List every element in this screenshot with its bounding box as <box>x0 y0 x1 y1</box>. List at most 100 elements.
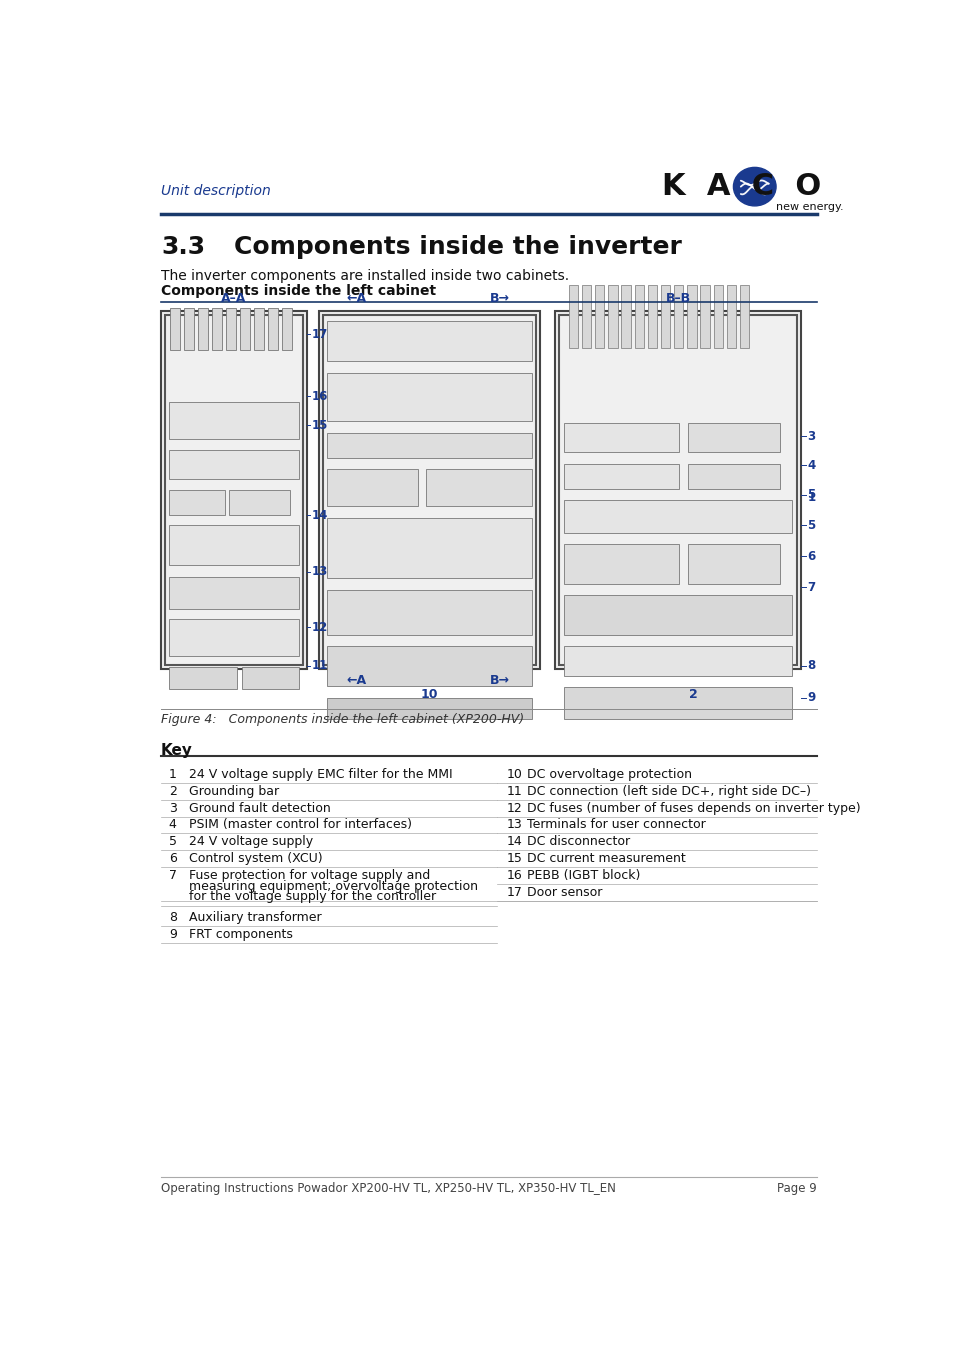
Text: 5: 5 <box>806 489 815 501</box>
Bar <box>581 285 591 348</box>
Bar <box>726 285 736 348</box>
Bar <box>687 423 779 452</box>
Bar <box>660 285 670 348</box>
Text: DC current measurement: DC current measurement <box>526 852 685 865</box>
Bar <box>687 464 779 489</box>
Text: Grounding bar: Grounding bar <box>189 784 279 798</box>
Bar <box>327 590 532 634</box>
Text: 5: 5 <box>806 518 815 532</box>
Text: 8: 8 <box>806 659 815 672</box>
Bar <box>268 308 278 350</box>
Bar <box>240 308 250 350</box>
Ellipse shape <box>733 167 775 207</box>
Text: 15: 15 <box>506 852 522 865</box>
Text: 17: 17 <box>506 886 522 899</box>
Bar <box>169 667 236 688</box>
Text: Page 9: Page 9 <box>776 1181 816 1195</box>
Text: Fuse protection for voltage supply and: Fuse protection for voltage supply and <box>189 869 430 882</box>
Bar <box>563 464 679 489</box>
Bar <box>740 285 748 348</box>
Text: 11: 11 <box>311 659 328 672</box>
Bar <box>169 490 224 514</box>
Text: 3: 3 <box>169 802 176 814</box>
Text: 10: 10 <box>420 688 437 701</box>
Bar <box>687 544 779 585</box>
Text: 1: 1 <box>169 768 176 780</box>
Bar <box>647 285 657 348</box>
Text: 3: 3 <box>806 429 815 443</box>
Bar <box>319 312 539 668</box>
Bar <box>282 308 292 350</box>
Bar <box>169 450 298 479</box>
Bar <box>686 285 696 348</box>
Bar <box>327 470 418 506</box>
Text: 1: 1 <box>806 491 815 504</box>
Bar <box>563 500 791 533</box>
Text: 6: 6 <box>169 852 176 865</box>
Text: DC fuses (number of fuses depends on inverter type): DC fuses (number of fuses depends on inv… <box>526 802 860 814</box>
Text: 13: 13 <box>506 818 522 832</box>
Text: Unit description: Unit description <box>161 184 271 198</box>
Text: 11: 11 <box>506 784 522 798</box>
Text: FRT components: FRT components <box>189 927 293 941</box>
Text: for the voltage supply for the controller: for the voltage supply for the controlle… <box>189 891 436 903</box>
Text: Ground fault detection: Ground fault detection <box>189 802 331 814</box>
Text: 3.3: 3.3 <box>161 235 205 259</box>
Bar <box>558 316 797 664</box>
Text: 15: 15 <box>311 418 328 432</box>
Text: 7: 7 <box>169 869 176 882</box>
Text: K  A  C  O: K A C O <box>661 173 821 201</box>
Bar <box>169 576 298 609</box>
Text: 6: 6 <box>806 549 815 563</box>
Bar <box>634 285 643 348</box>
Text: 12: 12 <box>506 802 522 814</box>
Bar <box>226 308 236 350</box>
Text: B→: B→ <box>489 674 509 687</box>
Text: 16: 16 <box>311 390 328 402</box>
Text: ←A: ←A <box>346 292 366 305</box>
Text: 24 V voltage supply EMC filter for the MMI: 24 V voltage supply EMC filter for the M… <box>189 768 452 780</box>
Text: 14: 14 <box>506 836 522 848</box>
Text: ←A: ←A <box>346 674 366 687</box>
Text: 12: 12 <box>311 621 328 633</box>
Bar <box>327 698 532 720</box>
Text: DC connection (left side DC+, right side DC–): DC connection (left side DC+, right side… <box>526 784 810 798</box>
Text: PEBB (IGBT block): PEBB (IGBT block) <box>526 869 639 883</box>
Text: The inverter components are installed inside two cabinets.: The inverter components are installed in… <box>161 269 569 284</box>
Bar <box>563 544 679 585</box>
Text: A–A: A–A <box>221 292 247 305</box>
Bar <box>253 308 264 350</box>
Text: 13: 13 <box>311 566 328 578</box>
Text: DC overvoltage protection: DC overvoltage protection <box>526 768 691 780</box>
Bar <box>674 285 682 348</box>
Text: 10: 10 <box>506 768 522 780</box>
Bar <box>327 518 532 578</box>
Bar <box>426 470 532 506</box>
Text: Terminals for user connector: Terminals for user connector <box>526 818 705 832</box>
Text: DC disconnector: DC disconnector <box>526 836 629 848</box>
Text: Figure 4:   Components inside the left cabinet (XP200-HV): Figure 4: Components inside the left cab… <box>161 713 524 726</box>
Text: Components inside the inverter: Components inside the inverter <box>233 235 681 259</box>
Text: Components inside the left cabinet: Components inside the left cabinet <box>161 284 436 297</box>
Text: Door sensor: Door sensor <box>526 886 601 899</box>
Text: 9: 9 <box>806 691 815 705</box>
Text: PSIM (master control for interfaces): PSIM (master control for interfaces) <box>189 818 412 832</box>
Bar <box>595 285 604 348</box>
Bar <box>161 312 307 668</box>
Bar <box>184 308 194 350</box>
Bar <box>169 525 298 566</box>
Text: 9: 9 <box>169 927 176 941</box>
Text: 4: 4 <box>169 818 176 832</box>
Bar <box>568 285 578 348</box>
Bar <box>241 667 298 688</box>
Bar <box>327 320 532 360</box>
Bar <box>327 373 532 421</box>
Text: 14: 14 <box>311 509 328 522</box>
Bar <box>563 423 679 452</box>
Bar <box>171 308 180 350</box>
Text: 2: 2 <box>688 688 698 701</box>
Text: 5: 5 <box>169 836 176 848</box>
Bar <box>563 647 791 675</box>
Text: 16: 16 <box>506 869 522 883</box>
Bar <box>700 285 709 348</box>
